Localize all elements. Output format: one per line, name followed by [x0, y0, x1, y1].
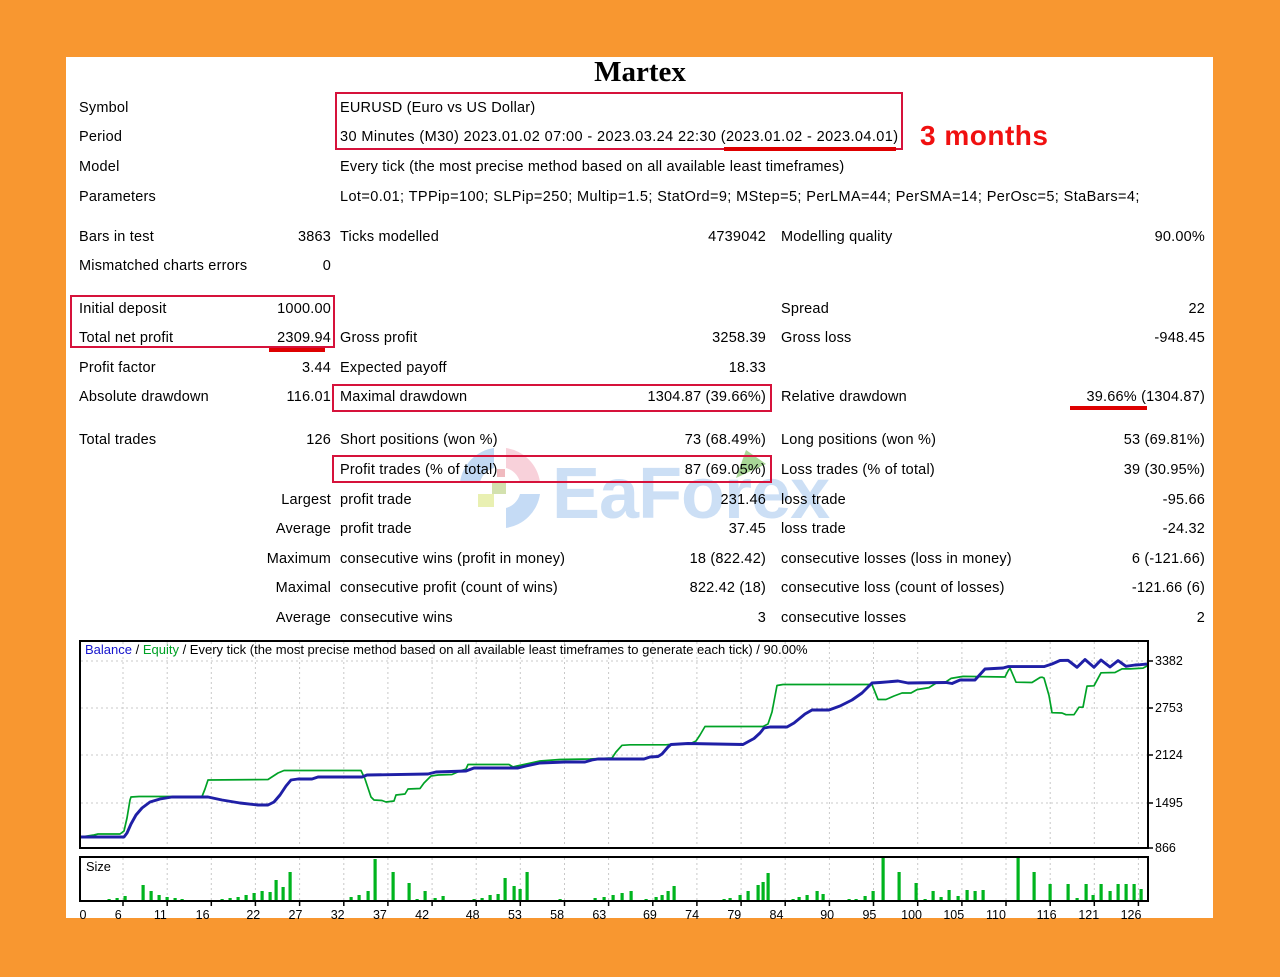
- svg-text:126: 126: [1121, 908, 1142, 922]
- svg-text:37: 37: [373, 908, 387, 922]
- svg-text:22: 22: [246, 908, 260, 922]
- svg-text:95: 95: [862, 908, 876, 922]
- svg-text:Balance / Equity / Every tick: Balance / Equity / Every tick (the most …: [85, 642, 808, 657]
- svg-text:48: 48: [466, 908, 480, 922]
- svg-text:32: 32: [331, 908, 345, 922]
- svg-text:0: 0: [80, 908, 87, 922]
- svg-text:100: 100: [901, 908, 922, 922]
- svg-text:63: 63: [592, 908, 606, 922]
- svg-text:90: 90: [820, 908, 834, 922]
- svg-text:84: 84: [770, 908, 784, 922]
- svg-text:27: 27: [289, 908, 303, 922]
- svg-text:1495: 1495: [1155, 796, 1183, 810]
- svg-text:11: 11: [154, 908, 167, 922]
- svg-text:3382: 3382: [1155, 654, 1183, 668]
- svg-text:105: 105: [943, 908, 964, 922]
- svg-text:110: 110: [986, 908, 1006, 922]
- svg-text:2124: 2124: [1155, 748, 1183, 762]
- svg-text:79: 79: [727, 908, 741, 922]
- svg-text:58: 58: [550, 908, 564, 922]
- svg-text:74: 74: [685, 908, 699, 922]
- svg-text:42: 42: [415, 908, 429, 922]
- svg-text:Size: Size: [86, 859, 111, 874]
- svg-text:6: 6: [115, 908, 122, 922]
- svg-text:16: 16: [196, 908, 210, 922]
- svg-text:2753: 2753: [1155, 701, 1183, 715]
- svg-text:53: 53: [508, 908, 522, 922]
- svg-text:116: 116: [1037, 908, 1057, 922]
- svg-text:EaForex: EaForex: [552, 454, 830, 534]
- svg-text:69: 69: [643, 908, 657, 922]
- svg-text:121: 121: [1078, 908, 1099, 922]
- svg-text:866: 866: [1155, 841, 1176, 855]
